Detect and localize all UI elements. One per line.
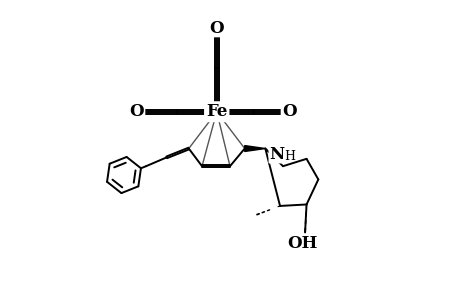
Text: O: O (129, 103, 143, 120)
Text: OH: OH (286, 236, 317, 252)
Text: H: H (284, 150, 295, 163)
Text: Fe: Fe (206, 103, 227, 120)
Text: N: N (269, 146, 284, 163)
Polygon shape (244, 146, 265, 152)
Text: O: O (209, 20, 224, 37)
Text: O: O (282, 103, 297, 120)
